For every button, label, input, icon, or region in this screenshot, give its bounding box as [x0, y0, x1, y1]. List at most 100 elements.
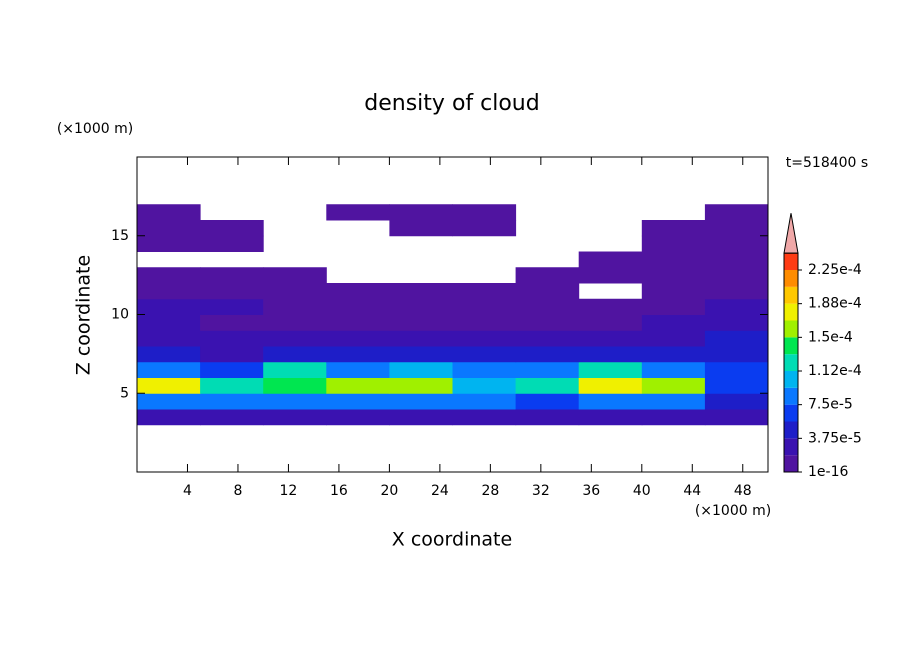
contour-cell [326, 298, 390, 315]
contour-cell [641, 283, 706, 300]
contour-cell [200, 235, 264, 252]
contour-cell [515, 330, 580, 347]
contour-cell [641, 298, 706, 315]
contour-cell [389, 346, 453, 363]
contour-cell [137, 220, 201, 237]
contour-cell [578, 393, 643, 410]
contour-cell [200, 220, 264, 237]
contour-cell [452, 346, 517, 363]
contour-cell [704, 346, 769, 363]
contour-cell [326, 361, 390, 378]
contour-cell [263, 346, 327, 363]
colorbar-tick-label: 7.5e-5 [808, 397, 853, 413]
contour-cell [578, 251, 643, 268]
contour-cell [137, 298, 201, 315]
contour-cell [515, 298, 580, 315]
contour-cell [326, 393, 390, 410]
y-tick-label: 10 [111, 307, 129, 323]
x-tick-label: 4 [183, 483, 192, 499]
contour-cell [326, 409, 390, 426]
colorbar-segment [784, 455, 798, 472]
colorbar-segment [784, 387, 798, 405]
contour-cell [515, 361, 580, 378]
y-tick-label: 15 [111, 228, 129, 244]
contour-cell [326, 346, 390, 363]
contour-cell [263, 361, 327, 378]
contour-cell [200, 346, 264, 363]
x-tick-label: 40 [633, 483, 651, 499]
contour-cell [137, 283, 201, 300]
contour-cell [452, 314, 517, 331]
contour-cell [578, 298, 643, 315]
contour-cell [263, 393, 327, 410]
contour-cell [641, 330, 706, 347]
contour-cell [263, 314, 327, 331]
contour-cell [452, 409, 517, 426]
contour-cell [704, 267, 769, 284]
contour-cell [263, 267, 327, 284]
contour-cell [641, 409, 706, 426]
contour-cell [704, 220, 769, 237]
x-unit: (×1000 m) [695, 503, 771, 519]
colorbar-segment [784, 286, 798, 304]
contour-cell [452, 393, 517, 410]
colorbar-segment [784, 354, 798, 371]
contour-field [137, 204, 769, 426]
contour-cell [704, 330, 769, 347]
contour-cell [200, 330, 264, 347]
contour-cell [578, 330, 643, 347]
contour-cell [200, 377, 264, 394]
contour-cell [578, 409, 643, 426]
colorbar-segment [784, 320, 798, 338]
x-tick-label: 36 [582, 483, 600, 499]
contour-cell [641, 314, 706, 331]
x-tick-label: 44 [683, 483, 701, 499]
colorbar-frame [783, 252, 799, 473]
contour-cell [452, 220, 517, 237]
colorbar-extension [783, 213, 799, 254]
contour-cell [704, 235, 769, 252]
contour-cell [389, 283, 453, 300]
contour-cell [515, 314, 580, 331]
contour-cell [326, 283, 390, 300]
contour-cell [263, 298, 327, 315]
colorbar-tick-label: 1.12e-4 [808, 363, 862, 379]
contour-cell [389, 314, 453, 331]
colorbar-segment [784, 371, 798, 388]
contour-cell [326, 377, 390, 394]
colorbar-tick-label: 1.5e-4 [808, 329, 853, 345]
contour-cell [389, 298, 453, 315]
contour-cell [137, 361, 201, 378]
colorbar-segment [784, 421, 798, 439]
contour-cell [515, 377, 580, 394]
contour-cell [578, 346, 643, 363]
colorbar-segment [784, 438, 798, 456]
contour-cell [452, 330, 517, 347]
contour-cell [704, 409, 769, 426]
contour-cell [137, 204, 201, 221]
contour-cell [137, 267, 201, 284]
contour-cell [704, 361, 769, 378]
contour-cell [137, 314, 201, 331]
contour-cell [326, 204, 390, 221]
contour-cell [641, 220, 706, 237]
contour-cell [578, 361, 643, 378]
contour-cell [452, 377, 517, 394]
x-tick-label: 32 [532, 483, 550, 499]
contour-cell [389, 361, 453, 378]
colorbar-segment [784, 404, 798, 422]
contour-cell [200, 283, 264, 300]
contour-cell [515, 346, 580, 363]
contour-cell [704, 204, 769, 221]
contour-cell [200, 267, 264, 284]
time-annotation: t=518400 s [786, 155, 868, 171]
contour-cell [578, 267, 643, 284]
contour-cell [137, 409, 201, 426]
colorbar-segment [784, 253, 798, 270]
contour-cell [704, 251, 769, 268]
contour-cell [200, 361, 264, 378]
contour-cell [641, 361, 706, 378]
y-tick-label: 5 [120, 385, 129, 401]
contour-cell [515, 283, 580, 300]
colorbar-segment [784, 337, 798, 355]
